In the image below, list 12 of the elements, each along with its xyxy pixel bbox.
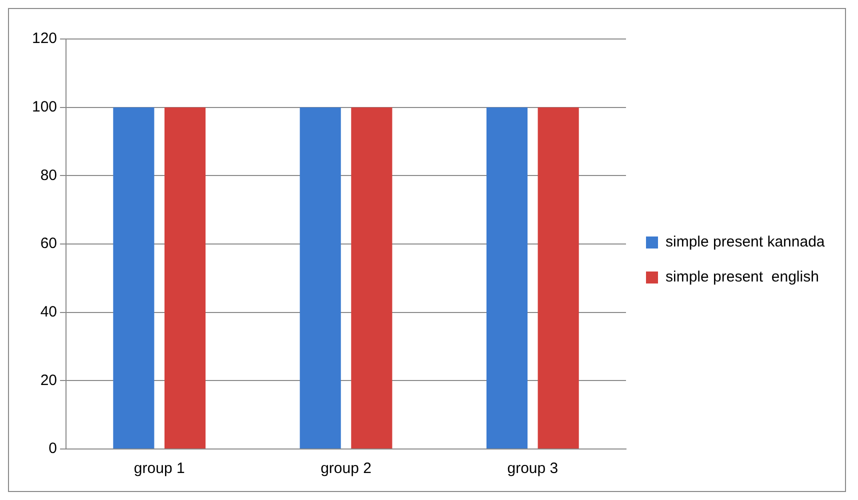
y-tick-label: 40 [40,303,58,320]
legend-label: simple present kannada [666,234,826,251]
legend-label: simple present english [666,268,819,286]
y-tick-label: 0 [48,440,58,458]
y-tick-label: 60 [40,235,58,252]
y-tick-label: 120 [32,30,58,48]
y-tick-label: 20 [40,372,58,389]
x-tick-label: group 2 [320,460,372,478]
x-tick-label: group 1 [134,460,185,478]
x-tick-label: group 3 [507,460,558,478]
y-tick-label: 100 [32,98,58,116]
y-tick-label: 80 [40,166,58,184]
